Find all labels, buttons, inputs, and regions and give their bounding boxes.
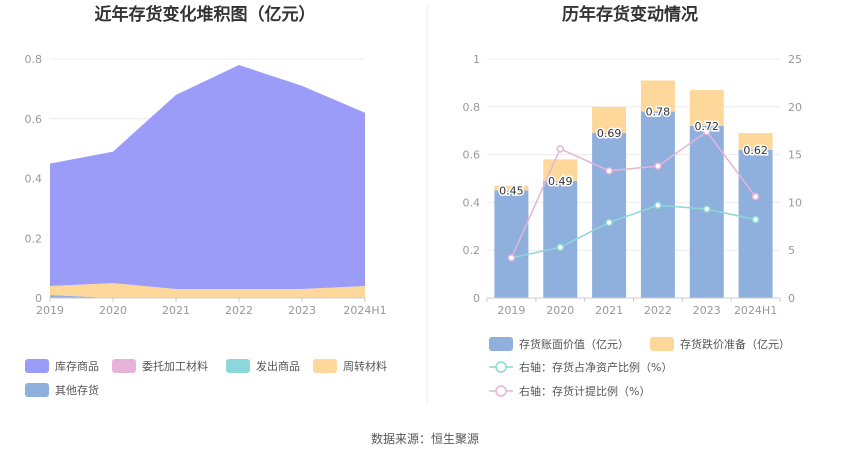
bar-data-label: 0.72	[695, 120, 720, 133]
right-y-right-tick-label: 20	[788, 101, 802, 114]
right-legend-swatch	[489, 337, 513, 351]
right-legend-marker	[495, 385, 507, 397]
line-point-1-2019	[507, 254, 516, 262]
bar-data-label: 0.78	[646, 106, 671, 119]
left-chart-areas	[50, 64, 365, 298]
right-chart-data-labels: 0.45 0.49 0.69 0.78 0.72 0.62	[498, 104, 770, 199]
right-legend-marker	[495, 361, 507, 373]
line-point-0-2023	[703, 205, 711, 213]
right-x-tick-label: 2024H1	[734, 304, 777, 317]
bar-impairment-2020	[543, 159, 578, 181]
right-chart-lines	[507, 127, 760, 262]
line-point-0-2022	[654, 201, 662, 210]
bar-impairment-2019	[494, 185, 529, 191]
left-legend-label: 库存商品	[55, 359, 99, 373]
right-y-left-tick-label: 0.8	[463, 101, 481, 114]
left-y-tick-label: 0.8	[25, 53, 43, 66]
line-point-1-2024H1	[751, 192, 760, 201]
line-point-1-2022	[654, 162, 662, 170]
left-y-tick-label: 0.6	[25, 113, 43, 126]
right-x-tick-label: 2023	[693, 304, 721, 317]
left-legend-swatch	[112, 359, 136, 373]
left-legend-label: 委托加工材料	[142, 359, 208, 373]
left-legend-label: 其他存货	[55, 383, 99, 397]
left-x-tick-label: 2019	[36, 304, 64, 317]
right-chart-grid	[487, 58, 780, 299]
left-x-tick-label: 2021	[162, 304, 190, 317]
line-point-1-2023	[703, 127, 711, 136]
line-point-0-2020	[556, 243, 564, 252]
source-note: 数据来源：恒生聚源	[371, 431, 479, 446]
line-series-1	[510, 130, 757, 259]
right-x-tick-label: 2019	[497, 304, 525, 317]
right-y-left-tick-label: 0.4	[463, 196, 481, 209]
right-x-tick-label: 2021	[595, 304, 623, 317]
bar-data-label: 0.62	[743, 144, 768, 157]
right-y-left-tick-label: 0.2	[463, 244, 481, 257]
right-chart-legend: 存货账面价值（亿元） 存货跌价准备（亿元） 右轴：存货占净资产比例（%） 右轴：存货计…	[489, 337, 790, 398]
bar-impairment-2024H1	[738, 133, 773, 150]
right-legend-label: 右轴：存货计提比例（%）	[519, 384, 650, 398]
left-legend-label: 发出商品	[256, 359, 300, 373]
right-y-right-tick-label: 5	[788, 244, 795, 257]
bar-impairment-2021	[592, 106, 627, 134]
bar-impairment-2022	[640, 80, 675, 112]
area-series-3	[50, 283, 365, 298]
left-legend-label: 周转材料	[343, 359, 387, 373]
left-y-tick-label: 0.4	[25, 173, 43, 186]
left-legend-swatch	[25, 383, 49, 397]
right-y-left-tick-label: 1	[473, 53, 480, 66]
bar-book-value-2019	[494, 190, 529, 298]
right-y-right-tick-label: 15	[788, 149, 802, 162]
left-x-tick-label: 2023	[288, 304, 316, 317]
line-point-1-2020	[556, 145, 564, 153]
right-chart-bars	[494, 80, 773, 298]
right-x-tick-label: 2022	[644, 304, 672, 317]
area-series-4	[50, 64, 365, 290]
left-y-tick-label: 0.2	[25, 232, 43, 245]
bar-book-value-2024H1	[738, 149, 773, 298]
bar-book-value-2021	[592, 133, 627, 298]
right-y-right-tick-label: 25	[788, 53, 802, 66]
bar-data-label: 0.49	[548, 175, 573, 188]
line-series-0	[511, 204, 756, 259]
bar-book-value-2020	[543, 180, 578, 298]
right-y-left-tick-label: 0	[473, 292, 480, 305]
bar-impairment-2023	[689, 90, 724, 126]
right-y-right-tick-label: 10	[788, 196, 802, 209]
right-y-right-tick-label: 0	[788, 292, 795, 305]
left-chart-axes: 0 0.2 0.4 0.6 0.8 2019 2020 2021 2022 2023 2024H1	[25, 53, 387, 317]
line-point-1-2021	[605, 167, 613, 175]
line-point-0-2024H1	[751, 215, 760, 224]
right-legend-label: 存货账面价值（亿元）	[519, 337, 629, 351]
left-legend-swatch	[25, 359, 49, 373]
bar-data-label: 0.69	[597, 127, 622, 140]
left-legend-swatch	[226, 359, 250, 373]
left-legend-swatch	[313, 359, 337, 373]
left-x-tick-label: 2024H1	[343, 304, 386, 317]
line-point-0-2021	[605, 218, 613, 227]
right-chart-title: 历年存货变动情况	[562, 4, 698, 25]
left-y-tick-label: 0	[35, 292, 42, 305]
left-x-tick-label: 2020	[99, 304, 127, 317]
bar-data-label: 0.45	[499, 184, 524, 197]
left-x-tick-label: 2022	[225, 304, 253, 317]
right-legend-label: 右轴：存货占净资产比例（%）	[519, 360, 672, 374]
right-legend-swatch	[650, 337, 674, 351]
right-legend-label: 存货跌价准备（亿元）	[680, 337, 790, 351]
right-y-left-tick-label: 0.6	[463, 149, 481, 162]
right-x-tick-label: 2020	[546, 304, 574, 317]
left-chart-title: 近年存货变化堆积图（亿元）	[95, 4, 316, 25]
